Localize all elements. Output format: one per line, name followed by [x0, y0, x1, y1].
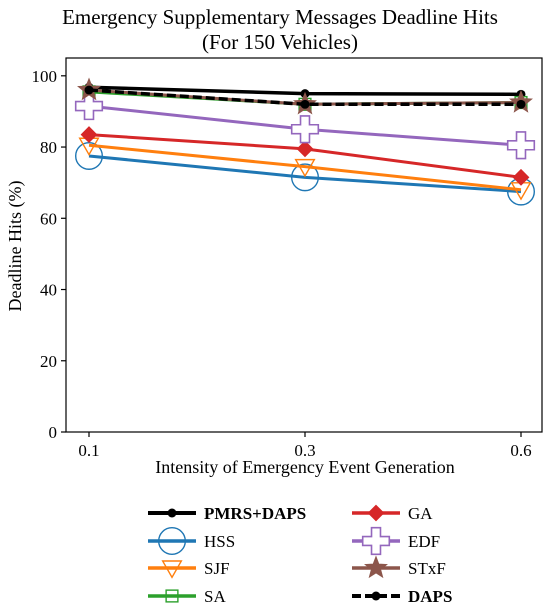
series-daps — [84, 85, 526, 109]
series-layer — [74, 77, 536, 206]
data-point — [506, 131, 536, 160]
legend-marker — [161, 560, 183, 579]
series-line — [88, 143, 522, 192]
series-edf — [74, 91, 536, 160]
data-point — [74, 91, 104, 121]
data-point — [300, 99, 310, 109]
x-tick-label: 0.3 — [294, 441, 315, 460]
y-tick-label: 60 — [40, 209, 57, 228]
legend-item: EDF — [352, 526, 440, 556]
plot-area — [65, 57, 543, 433]
y-tick-label: 100 — [32, 67, 58, 86]
y-tick-label: 20 — [40, 352, 57, 371]
data-point — [296, 140, 314, 158]
legend-item: HSS — [148, 527, 235, 556]
series-ga — [80, 126, 530, 186]
series-line — [88, 154, 522, 194]
y-tick-label: 80 — [40, 138, 57, 157]
legend-item: STxF — [352, 555, 446, 579]
data-point — [294, 158, 316, 178]
y-axis: 0 20 40 60 80 100 — [32, 67, 66, 442]
chart-title: Emergency Supplementary Messages Deadlin… — [62, 5, 498, 29]
legend-marker — [364, 555, 388, 579]
legend-label: STxF — [408, 559, 446, 578]
legend: PMRS+DAPS HSS SJF SA GA EDF STxF DAPS — [148, 504, 452, 606]
legend-item: SA — [148, 587, 226, 606]
x-tick-label: 0.6 — [510, 441, 531, 460]
legend-marker — [361, 526, 391, 556]
data-point — [80, 126, 98, 143]
legend-marker — [157, 527, 186, 556]
legend-marker — [167, 508, 177, 518]
data-point — [291, 163, 320, 192]
legend-item: GA — [352, 504, 433, 523]
legend-item: SJF — [148, 559, 230, 579]
chart-subtitle: (For 150 Vehicles) — [202, 30, 358, 54]
legend-label: EDF — [408, 532, 440, 551]
data-point — [516, 99, 526, 109]
legend-item: DAPS — [352, 587, 452, 606]
legend-label: SJF — [204, 559, 230, 578]
y-axis-label: Deadline Hits (%) — [5, 181, 26, 312]
legend-label: PMRS+DAPS — [204, 504, 306, 523]
x-axis-label: Intensity of Emergency Event Generation — [155, 457, 455, 477]
legend-marker — [165, 589, 179, 603]
y-tick-label: 40 — [40, 281, 57, 300]
x-tick-label: 0.1 — [78, 441, 99, 460]
plot-frame — [65, 57, 543, 433]
data-point — [512, 168, 530, 186]
legend-label: GA — [408, 504, 433, 523]
legend-marker — [367, 504, 385, 522]
legend-label: HSS — [204, 532, 235, 551]
legend-label: DAPS — [408, 587, 452, 606]
x-axis: 0.1 0.3 0.6 — [78, 432, 532, 460]
y-tick-label: 0 — [49, 423, 58, 442]
data-point — [84, 85, 94, 95]
legend-item: PMRS+DAPS — [148, 504, 306, 523]
data-point — [290, 115, 320, 144]
legend-marker — [371, 591, 381, 601]
legend-label: SA — [204, 587, 226, 606]
